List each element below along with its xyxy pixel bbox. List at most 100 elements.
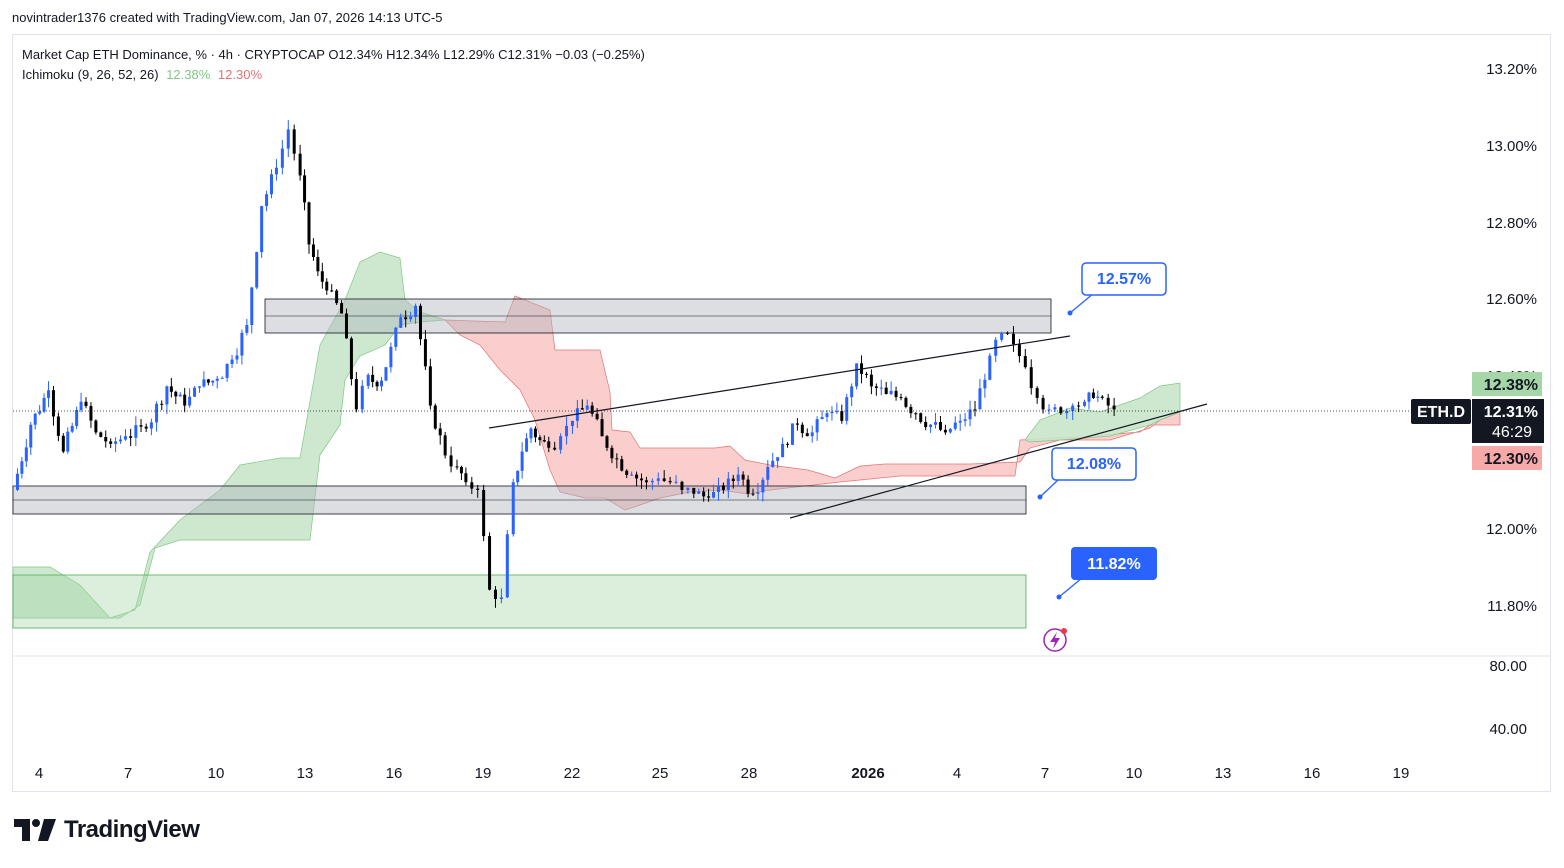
- ichimoku-span-a-value: 12.38%: [166, 67, 211, 82]
- y-tick: 12.00%: [1486, 521, 1537, 538]
- candle-body: [56, 416, 60, 436]
- candle-body: [225, 364, 229, 378]
- tradingview-logo-text: TradingView: [64, 816, 200, 843]
- candle-body: [404, 317, 408, 320]
- ichimoku-cloud: [12, 251, 1181, 619]
- x-tick: 22: [564, 765, 581, 782]
- x-tick: 7: [124, 765, 132, 782]
- candle-body: [924, 422, 928, 428]
- candle-body: [820, 417, 824, 420]
- candle-body: [109, 441, 113, 444]
- candle-body: [869, 374, 873, 387]
- candle-body: [805, 433, 809, 437]
- candle-body: [702, 491, 706, 497]
- candle-body: [511, 482, 515, 535]
- candle-body: [61, 435, 65, 452]
- candle-body: [260, 206, 264, 253]
- x-tick: 19: [475, 765, 492, 782]
- candle-body: [449, 455, 453, 467]
- candle-body: [879, 387, 883, 389]
- legend-ichimoku-line[interactable]: Ichimoku (9, 26, 52, 26) 12.38% 12.30%: [22, 65, 645, 85]
- candle-body: [771, 460, 775, 467]
- candle-body: [325, 281, 329, 291]
- candle-body: [119, 439, 123, 442]
- candle-body: [292, 129, 296, 154]
- candle-body: [104, 436, 108, 442]
- candle-body: [640, 478, 644, 481]
- candle-body: [428, 366, 432, 406]
- candle-body: [943, 429, 947, 433]
- tradingview-logo[interactable]: TradingView: [14, 816, 200, 844]
- x-tick: 4: [953, 765, 961, 782]
- chart-frame: [12, 34, 1551, 792]
- candle-body: [265, 194, 269, 207]
- candle-body: [33, 413, 37, 425]
- candle-body: [644, 480, 648, 483]
- candle-body: [938, 422, 942, 430]
- candle-body: [756, 492, 760, 494]
- candle-body: [899, 397, 903, 399]
- candle-body: [953, 422, 957, 429]
- candle-body: [978, 388, 982, 410]
- callout-12-57[interactable]: 12.57%: [1067, 262, 1167, 316]
- candle-body: [360, 385, 364, 410]
- candle-body: [366, 374, 370, 386]
- candle-body: [169, 386, 173, 392]
- candle-body: [864, 373, 868, 375]
- candle-body: [24, 447, 28, 462]
- candle-body: [286, 129, 290, 149]
- candle-body: [1112, 405, 1116, 410]
- time-axis[interactable]: 4 7 10 13 16 19 22 25 28 2026 4 7 10 13 …: [35, 765, 1410, 782]
- candle-body: [178, 394, 182, 397]
- candle-body: [1053, 407, 1057, 410]
- candle-body: [973, 409, 977, 411]
- candle-body: [174, 391, 178, 397]
- candle-body: [625, 470, 629, 475]
- candle-body: [42, 397, 46, 412]
- candle-body: [909, 406, 913, 414]
- lightning-icon[interactable]: [1043, 628, 1067, 652]
- candle-body: [929, 424, 933, 428]
- cloud-bull-left: [12, 251, 446, 619]
- candle-body: [438, 428, 442, 436]
- candle-body: [488, 536, 492, 590]
- y-tick: 12.60%: [1486, 291, 1537, 308]
- symbol-badge-text: ETH.D: [1417, 404, 1465, 421]
- candle-body: [697, 491, 701, 494]
- candle-body: [889, 390, 893, 395]
- symbol-badge[interactable]: ETH.D: [1411, 399, 1471, 424]
- callout-12-08[interactable]: 12.08%: [1037, 447, 1137, 500]
- callout-label-11-82: 11.82%: [1087, 556, 1140, 573]
- candle-body: [371, 374, 375, 382]
- candle-body: [505, 534, 509, 598]
- candle-body: [482, 489, 486, 537]
- candle-body: [547, 441, 551, 448]
- candle-body: [538, 437, 542, 441]
- callout-11-82[interactable]: 11.82%: [1056, 547, 1158, 600]
- legend-symbol-line[interactable]: Market Cap ETH Dominance, % · 4h · CRYPT…: [22, 47, 645, 62]
- candle-body: [1023, 356, 1027, 368]
- span-b-badge: 12.30%: [1472, 446, 1542, 470]
- header-credit: novintrader1376 created with TradingView…: [12, 10, 443, 25]
- candle-body: [423, 339, 427, 367]
- candle-body: [193, 387, 197, 397]
- last-price-text: 12.31%: [1484, 404, 1538, 421]
- candle-body: [904, 397, 908, 407]
- ichimoku-span-b-value: 12.30%: [217, 67, 263, 82]
- candle-body: [968, 409, 972, 420]
- candle-body: [553, 447, 557, 450]
- candle-body: [988, 355, 992, 380]
- candle-body: [15, 473, 19, 490]
- candle-body: [650, 480, 654, 483]
- candle-body: [958, 420, 962, 423]
- candle-body: [884, 387, 888, 395]
- candle-body: [250, 287, 254, 325]
- candle-body: [1006, 332, 1010, 334]
- candle-body: [114, 441, 118, 444]
- candle-body: [825, 413, 829, 418]
- candle-body: [914, 413, 918, 415]
- x-tick: 16: [386, 765, 403, 782]
- candle-body: [741, 474, 745, 480]
- candle-body: [790, 423, 794, 445]
